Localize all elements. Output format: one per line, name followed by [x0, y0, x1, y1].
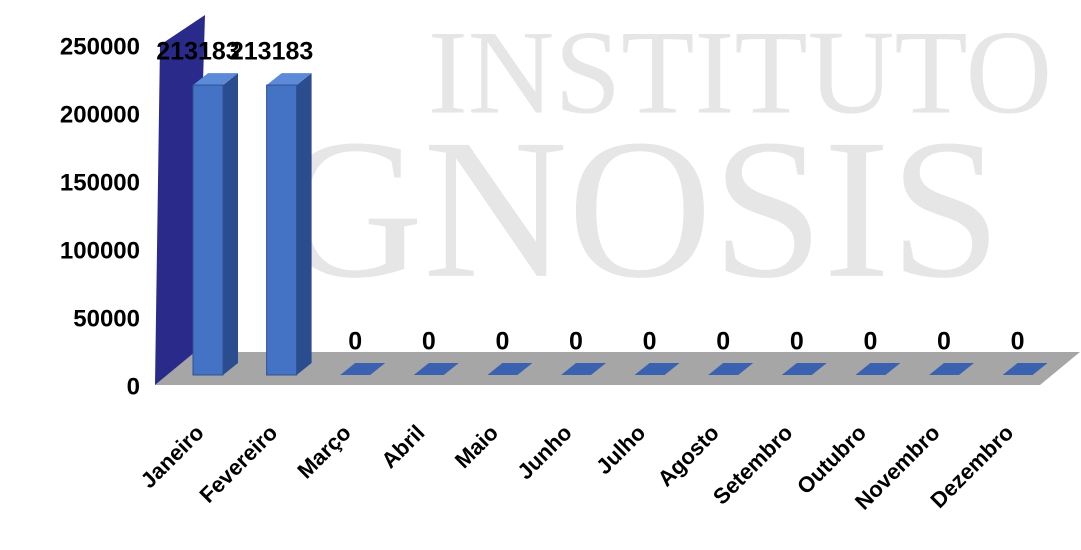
bar-top	[340, 363, 386, 375]
x-tick-label: Julho	[591, 420, 650, 479]
bar-top	[487, 363, 533, 375]
y-tick-label: 100000	[60, 237, 140, 264]
x-tick-label: Maio	[450, 420, 503, 473]
y-tick-label: 150000	[60, 169, 140, 196]
bar-side	[223, 73, 238, 376]
x-tick-label: Janeiro	[136, 420, 209, 493]
x-tick-label: Abril	[376, 420, 429, 473]
x-tick-label: Fevereiro	[195, 420, 283, 508]
bar-top	[561, 363, 606, 375]
bar-top	[929, 363, 974, 375]
bar	[266, 84, 298, 376]
bar	[192, 84, 224, 376]
data-label: 0	[422, 328, 436, 356]
bar-top	[413, 363, 459, 375]
x-tick-label: Agosto	[653, 420, 724, 491]
bar-top	[781, 363, 827, 375]
bar-top	[1002, 363, 1048, 375]
data-label: 0	[569, 328, 583, 356]
y-tick-label: 200000	[60, 101, 140, 128]
data-label: 213183	[230, 38, 313, 66]
bar-top	[634, 363, 680, 375]
data-label: 0	[863, 328, 877, 356]
data-label: 213183	[156, 38, 239, 66]
x-tick-label: Setembro	[708, 420, 797, 509]
y-tick-label: 50000	[73, 305, 140, 332]
x-tick-label: Março	[292, 420, 355, 483]
bar-top	[266, 73, 312, 86]
watermark: GNOSIS	[279, 99, 1001, 320]
data-label: 0	[716, 328, 730, 356]
data-label: 0	[643, 328, 657, 356]
data-label: 0	[348, 328, 362, 356]
x-tick-label: Junho	[512, 420, 576, 484]
bar-side	[296, 73, 312, 376]
watermark: INSTITUTO	[428, 6, 1052, 139]
y-tick-label: 250000	[60, 33, 140, 60]
data-label: 0	[495, 328, 509, 356]
data-label: 0	[790, 328, 804, 356]
bar-top	[193, 73, 238, 86]
data-label: 0	[1011, 328, 1025, 356]
bar-top	[855, 363, 901, 375]
y-tick-label: 0	[127, 373, 140, 400]
floor	[155, 352, 1080, 385]
bar-top	[708, 363, 754, 375]
data-label: 0	[937, 328, 951, 356]
